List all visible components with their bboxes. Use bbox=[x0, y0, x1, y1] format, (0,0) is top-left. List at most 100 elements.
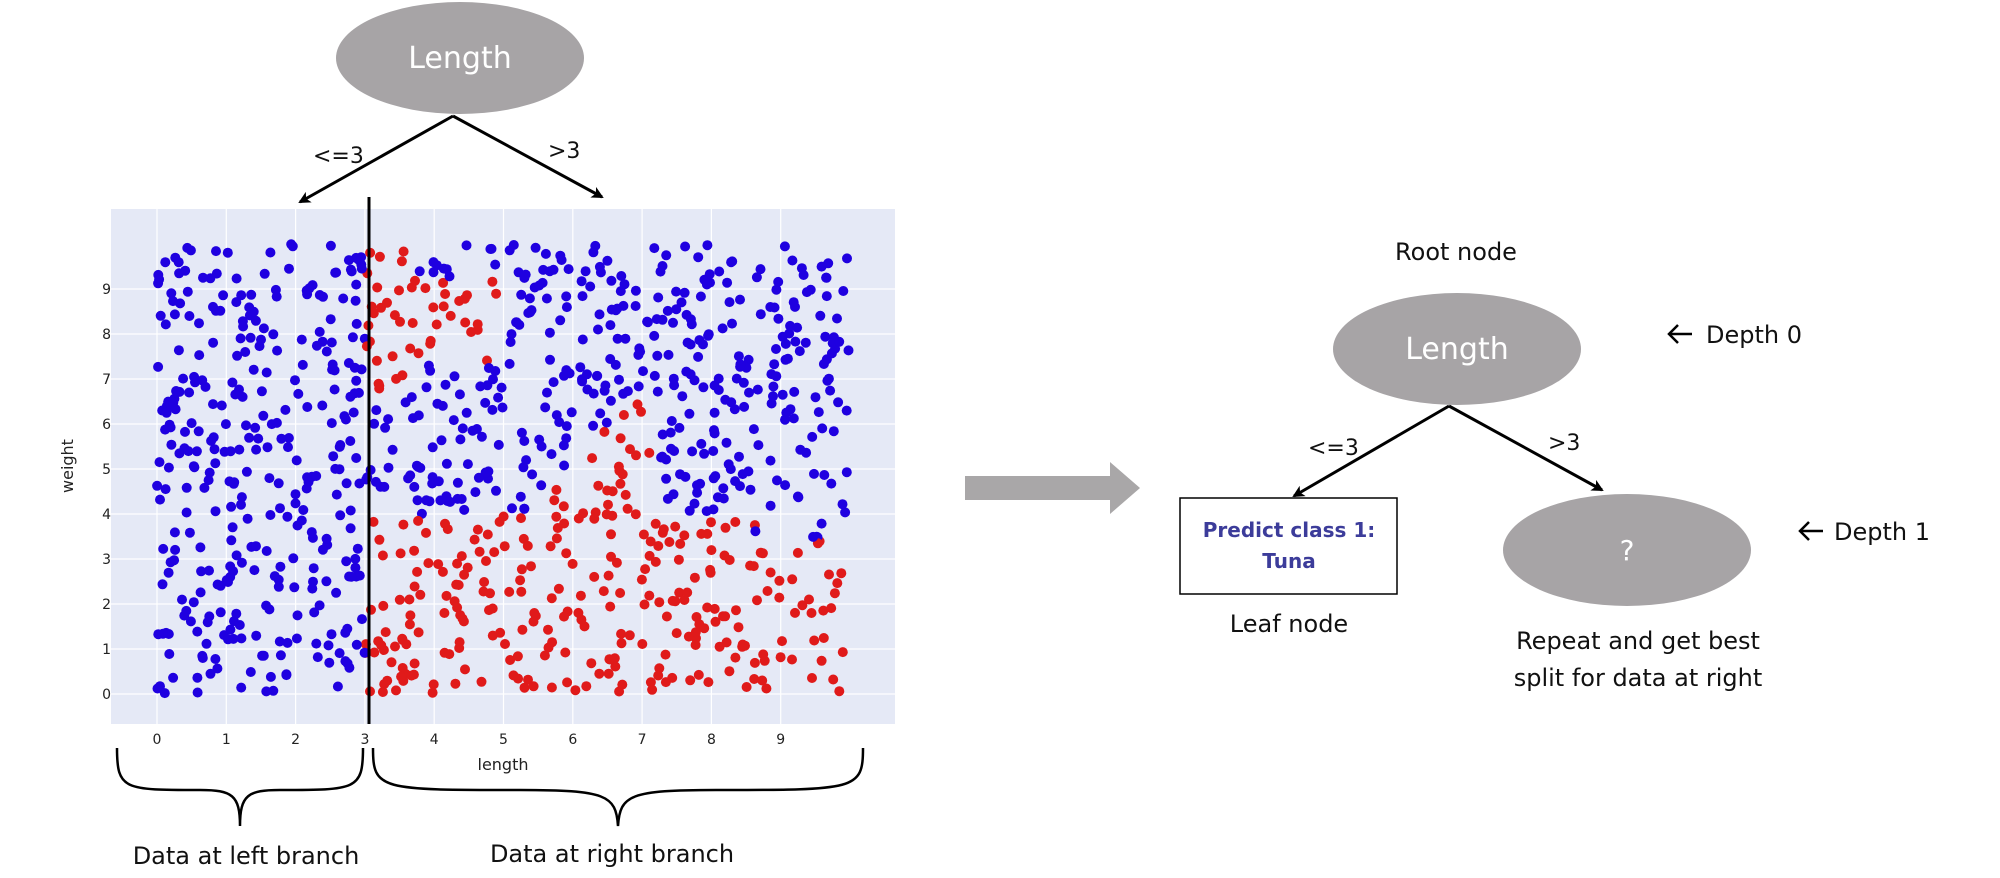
data-point-class1 bbox=[208, 301, 218, 312]
data-point-class1 bbox=[346, 571, 357, 582]
data-point-class1 bbox=[838, 286, 849, 296]
data-point-class1 bbox=[580, 266, 591, 277]
data-point-class1 bbox=[545, 354, 555, 365]
data-point-class1 bbox=[154, 457, 165, 468]
data-point-class1 bbox=[236, 557, 247, 568]
data-point-class1 bbox=[251, 444, 262, 455]
data-point-class2 bbox=[761, 683, 772, 694]
data-point-class2 bbox=[679, 530, 690, 541]
data-point-class2 bbox=[828, 674, 839, 685]
data-point-class1 bbox=[668, 373, 679, 384]
data-point-class1 bbox=[490, 366, 501, 376]
data-point-class1 bbox=[317, 400, 328, 411]
data-point-class2 bbox=[682, 587, 693, 598]
data-point-class2 bbox=[380, 627, 391, 638]
data-point-class1 bbox=[594, 309, 605, 320]
data-point-class2 bbox=[749, 674, 760, 684]
data-point-class1 bbox=[324, 657, 335, 668]
x-tick-label: 3 bbox=[360, 732, 369, 748]
data-point-class1 bbox=[703, 330, 714, 341]
data-point-class1 bbox=[771, 344, 781, 354]
data-point-class1 bbox=[192, 687, 203, 698]
data-point-class1 bbox=[268, 329, 279, 340]
data-point-class2 bbox=[369, 647, 380, 658]
data-point-class1 bbox=[521, 455, 532, 466]
data-point-class1 bbox=[269, 571, 280, 582]
data-point-class1 bbox=[380, 422, 391, 433]
data-point-class2 bbox=[454, 643, 465, 653]
data-point-class1 bbox=[657, 314, 668, 325]
repeat-line1: Repeat and get best bbox=[1516, 627, 1760, 655]
data-point-class1 bbox=[699, 448, 710, 459]
data-point-class1 bbox=[561, 421, 572, 432]
data-point-class1 bbox=[765, 500, 776, 511]
data-point-class1 bbox=[665, 427, 676, 438]
data-point-class1 bbox=[709, 407, 720, 418]
data-point-class1 bbox=[343, 255, 354, 266]
data-point-class1 bbox=[326, 629, 337, 640]
data-point-class1 bbox=[652, 350, 663, 361]
x-tick-label: 8 bbox=[707, 732, 716, 748]
data-point-class1 bbox=[246, 289, 257, 300]
data-point-class1 bbox=[245, 332, 256, 343]
data-point-class1 bbox=[173, 345, 184, 356]
data-point-class1 bbox=[701, 506, 712, 517]
data-point-class1 bbox=[488, 374, 498, 385]
data-point-class1 bbox=[524, 293, 535, 304]
data-point-class1 bbox=[202, 617, 213, 628]
data-point-class1 bbox=[185, 245, 196, 256]
data-point-class1 bbox=[752, 384, 763, 395]
data-point-class1 bbox=[828, 426, 839, 437]
data-point-class1 bbox=[561, 365, 572, 376]
data-point-class1 bbox=[276, 433, 287, 444]
data-point-class2 bbox=[413, 515, 424, 526]
data-point-class1 bbox=[235, 333, 246, 344]
data-point-class1 bbox=[291, 633, 302, 644]
data-point-class1 bbox=[795, 444, 806, 455]
data-point-class1 bbox=[751, 272, 762, 283]
data-point-class1 bbox=[325, 314, 336, 325]
data-point-class1 bbox=[231, 297, 242, 308]
data-point-class2 bbox=[451, 579, 462, 590]
data-point-class1 bbox=[155, 681, 165, 692]
data-point-class1 bbox=[487, 404, 498, 415]
data-point-class1 bbox=[497, 402, 508, 413]
data-point-class1 bbox=[576, 276, 587, 287]
data-point-class1 bbox=[674, 422, 685, 433]
data-point-class1 bbox=[541, 293, 552, 304]
x-tick-label: 5 bbox=[499, 732, 508, 748]
unknown-node-label: ? bbox=[1620, 534, 1635, 567]
data-point-class1 bbox=[748, 424, 759, 435]
data-point-class1 bbox=[244, 432, 255, 443]
data-point-class1 bbox=[536, 441, 547, 452]
data-point-class2 bbox=[439, 647, 450, 658]
data-point-class2 bbox=[500, 639, 510, 649]
data-point-class2 bbox=[807, 673, 817, 683]
data-point-class1 bbox=[649, 330, 660, 341]
data-point-class2 bbox=[494, 516, 505, 527]
data-point-class1 bbox=[218, 290, 229, 301]
data-point-class1 bbox=[275, 561, 286, 572]
data-point-class1 bbox=[271, 417, 282, 428]
data-point-class2 bbox=[787, 574, 798, 585]
data-point-class1 bbox=[467, 425, 478, 436]
data-point-class1 bbox=[681, 309, 692, 320]
data-point-class1 bbox=[290, 489, 301, 500]
data-point-class1 bbox=[653, 292, 664, 303]
data-point-class1 bbox=[184, 527, 195, 538]
data-point-class1 bbox=[657, 451, 668, 462]
data-point-class2 bbox=[413, 348, 424, 359]
data-point-class1 bbox=[210, 458, 221, 469]
data-point-class1 bbox=[177, 594, 187, 605]
data-point-class1 bbox=[253, 433, 264, 444]
data-point-class1 bbox=[183, 446, 194, 457]
data-point-class2 bbox=[836, 568, 847, 579]
data-point-class2 bbox=[638, 529, 649, 540]
data-point-class1 bbox=[248, 364, 259, 375]
data-point-class2 bbox=[792, 547, 803, 558]
data-point-class1 bbox=[681, 366, 692, 377]
data-point-class1 bbox=[314, 326, 325, 337]
data-point-class1 bbox=[225, 624, 236, 635]
data-point-class1 bbox=[211, 246, 221, 257]
data-point-class2 bbox=[398, 246, 409, 257]
